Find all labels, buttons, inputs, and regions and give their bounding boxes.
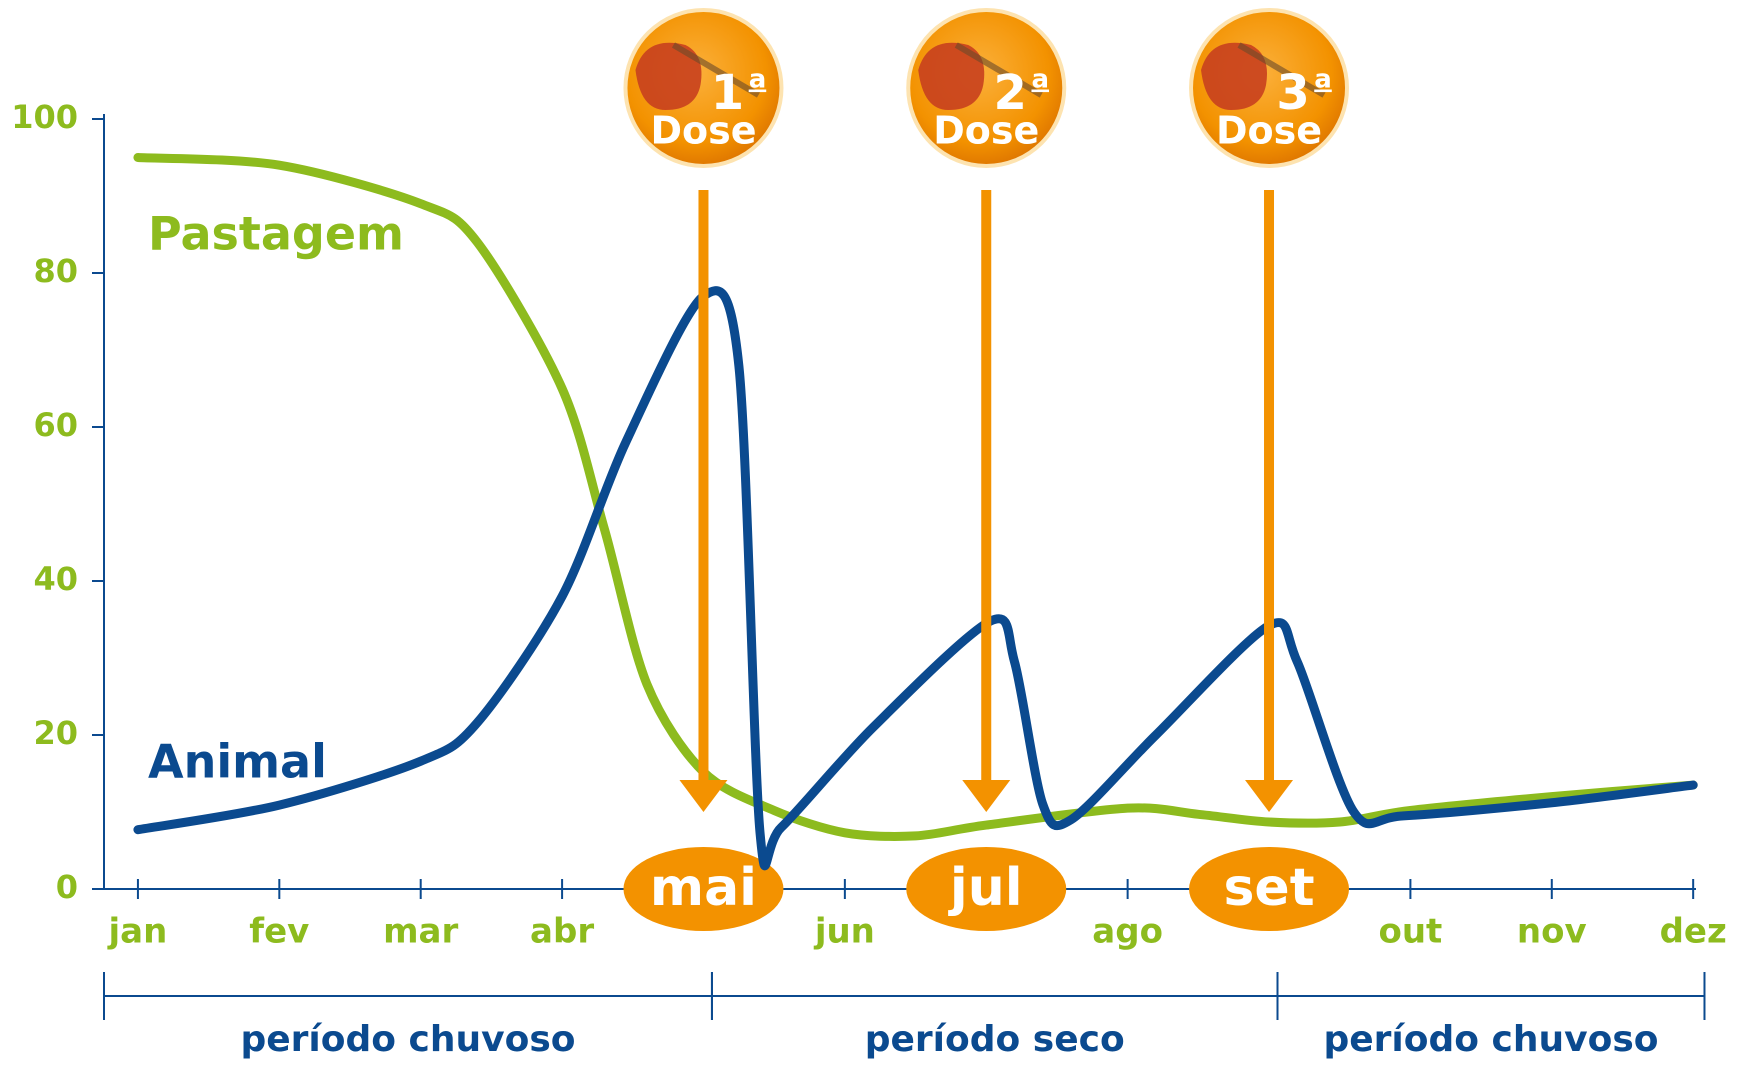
y-tick-label: 20	[33, 714, 78, 752]
x-tick-label: dez	[1660, 912, 1727, 952]
y-tick-label: 100	[11, 98, 78, 136]
period-label: período chuvoso	[240, 1019, 575, 1060]
chart: 0 20 40 60 80 100 jan fev mar abr mai jun jul ago set o…	[0, 0, 1741, 1075]
dose-text: Dose	[1216, 109, 1322, 153]
y-tick-label: 40	[33, 560, 78, 598]
y-tick-label: 0	[56, 868, 78, 906]
dose-text: Dose	[933, 109, 1039, 153]
dose-text: Dose	[650, 109, 756, 153]
series-label: Animal	[148, 735, 327, 789]
dose-arrowhead	[962, 780, 1010, 812]
x-tick-label: mar	[383, 912, 458, 952]
x-tick-label: fev	[249, 912, 309, 952]
y-tick-label: 80	[33, 252, 78, 290]
x-tick-label: ago	[1092, 912, 1163, 952]
page: {"chart_data": { "type": "line", "xlim":…	[0, 0, 1741, 1075]
dose-arrowhead	[1245, 780, 1293, 812]
dose-arrowhead	[679, 780, 727, 812]
dose-ordinal: a	[1031, 65, 1049, 95]
series-line	[138, 291, 1693, 866]
x-tick-label: out	[1378, 912, 1442, 952]
x-tick-label: jan	[107, 912, 168, 952]
period-label: período seco	[865, 1019, 1125, 1060]
dose-ordinal: a	[1314, 65, 1332, 95]
dose-ordinal: a	[749, 65, 767, 95]
period-label: período chuvoso	[1323, 1019, 1658, 1060]
x-tick-label: set	[1223, 858, 1314, 918]
series-label: Pastagem	[148, 207, 404, 261]
y-tick-label: 60	[33, 406, 78, 444]
x-tick-label: jun	[813, 912, 875, 952]
x-tick-label: abr	[530, 912, 594, 952]
x-tick-label: mai	[650, 858, 757, 918]
x-tick-label: nov	[1517, 912, 1587, 952]
x-tick-label: jul	[948, 858, 1023, 918]
